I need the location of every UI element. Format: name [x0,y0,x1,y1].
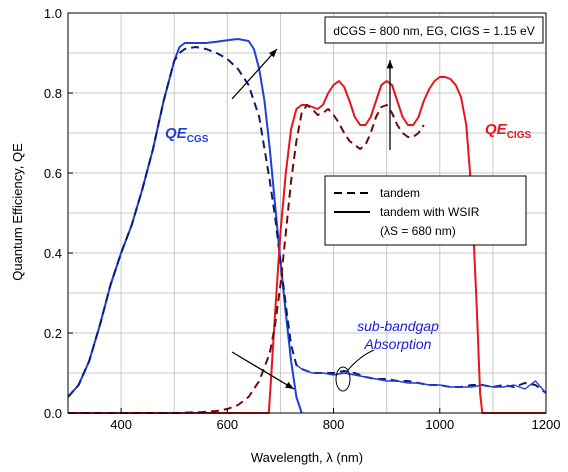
y-axis-ticks: 0.0 0.2 0.4 0.6 0.8 1.0 [44,6,73,421]
y-axis-title: Quantum Efficiency, QE [10,143,25,281]
series-line-3 [68,76,546,414]
legend-label-wsir: tandem with WSIR [380,205,480,219]
annotation-line2: Absorption [364,336,432,352]
series-line-2 [295,364,547,394]
info-box [324,16,544,44]
y-tick-label: 0.6 [44,166,62,181]
arrow-cgs-up-head [268,49,277,58]
annotation-leader-line [347,349,375,371]
x-axis-ticks: 400 600 800 1000 1200 [110,408,560,432]
y-tick-label: 0.0 [44,406,62,421]
plot-frame [67,12,547,414]
annotation-arrows [231,48,394,390]
series-line-0 [67,38,303,414]
x-axis-title: Wavelength, λ (nm) [251,450,363,465]
legend-box [324,175,527,246]
x-tick-label: 1000 [425,417,454,432]
series-layer [67,38,547,414]
qe-cigs-label-main: QE [485,121,508,138]
series-line-4 [68,104,425,414]
arrow-cgs-down-head [285,381,294,389]
annotation-ellipse [335,366,351,392]
legend-label-lambda: (λS = 680 nm) [380,224,456,238]
arrow-cgs-up [231,48,278,100]
info-box-text: dCGS = 800 nm, EG, CIGS = 1.15 eV [333,24,534,38]
y-tick-label: 1.0 [44,6,62,21]
x-tick-label: 400 [110,417,132,432]
qe-cgs-label-sub: CGS [187,134,209,145]
legend-label-tandem: tandem [380,186,420,200]
y-tick-label: 0.2 [44,326,62,341]
y-tick-label: 0.4 [44,246,62,261]
arrow-cgs-down [231,351,295,390]
qe-cgs-label: QECGS [165,125,209,145]
qe-cigs-label-sub: CIGS [507,130,532,141]
y-tick-label: 0.8 [44,86,62,101]
x-tick-label: 600 [216,417,238,432]
qe-cigs-label: QECIGS [485,121,531,141]
annotation-line1: sub-bandgap [357,318,439,334]
x-tick-label: 800 [323,417,345,432]
x-tick-label: 1200 [532,417,561,432]
arrow-cigs-up-head [386,60,394,69]
qe-cgs-label-main: QE [165,125,188,142]
